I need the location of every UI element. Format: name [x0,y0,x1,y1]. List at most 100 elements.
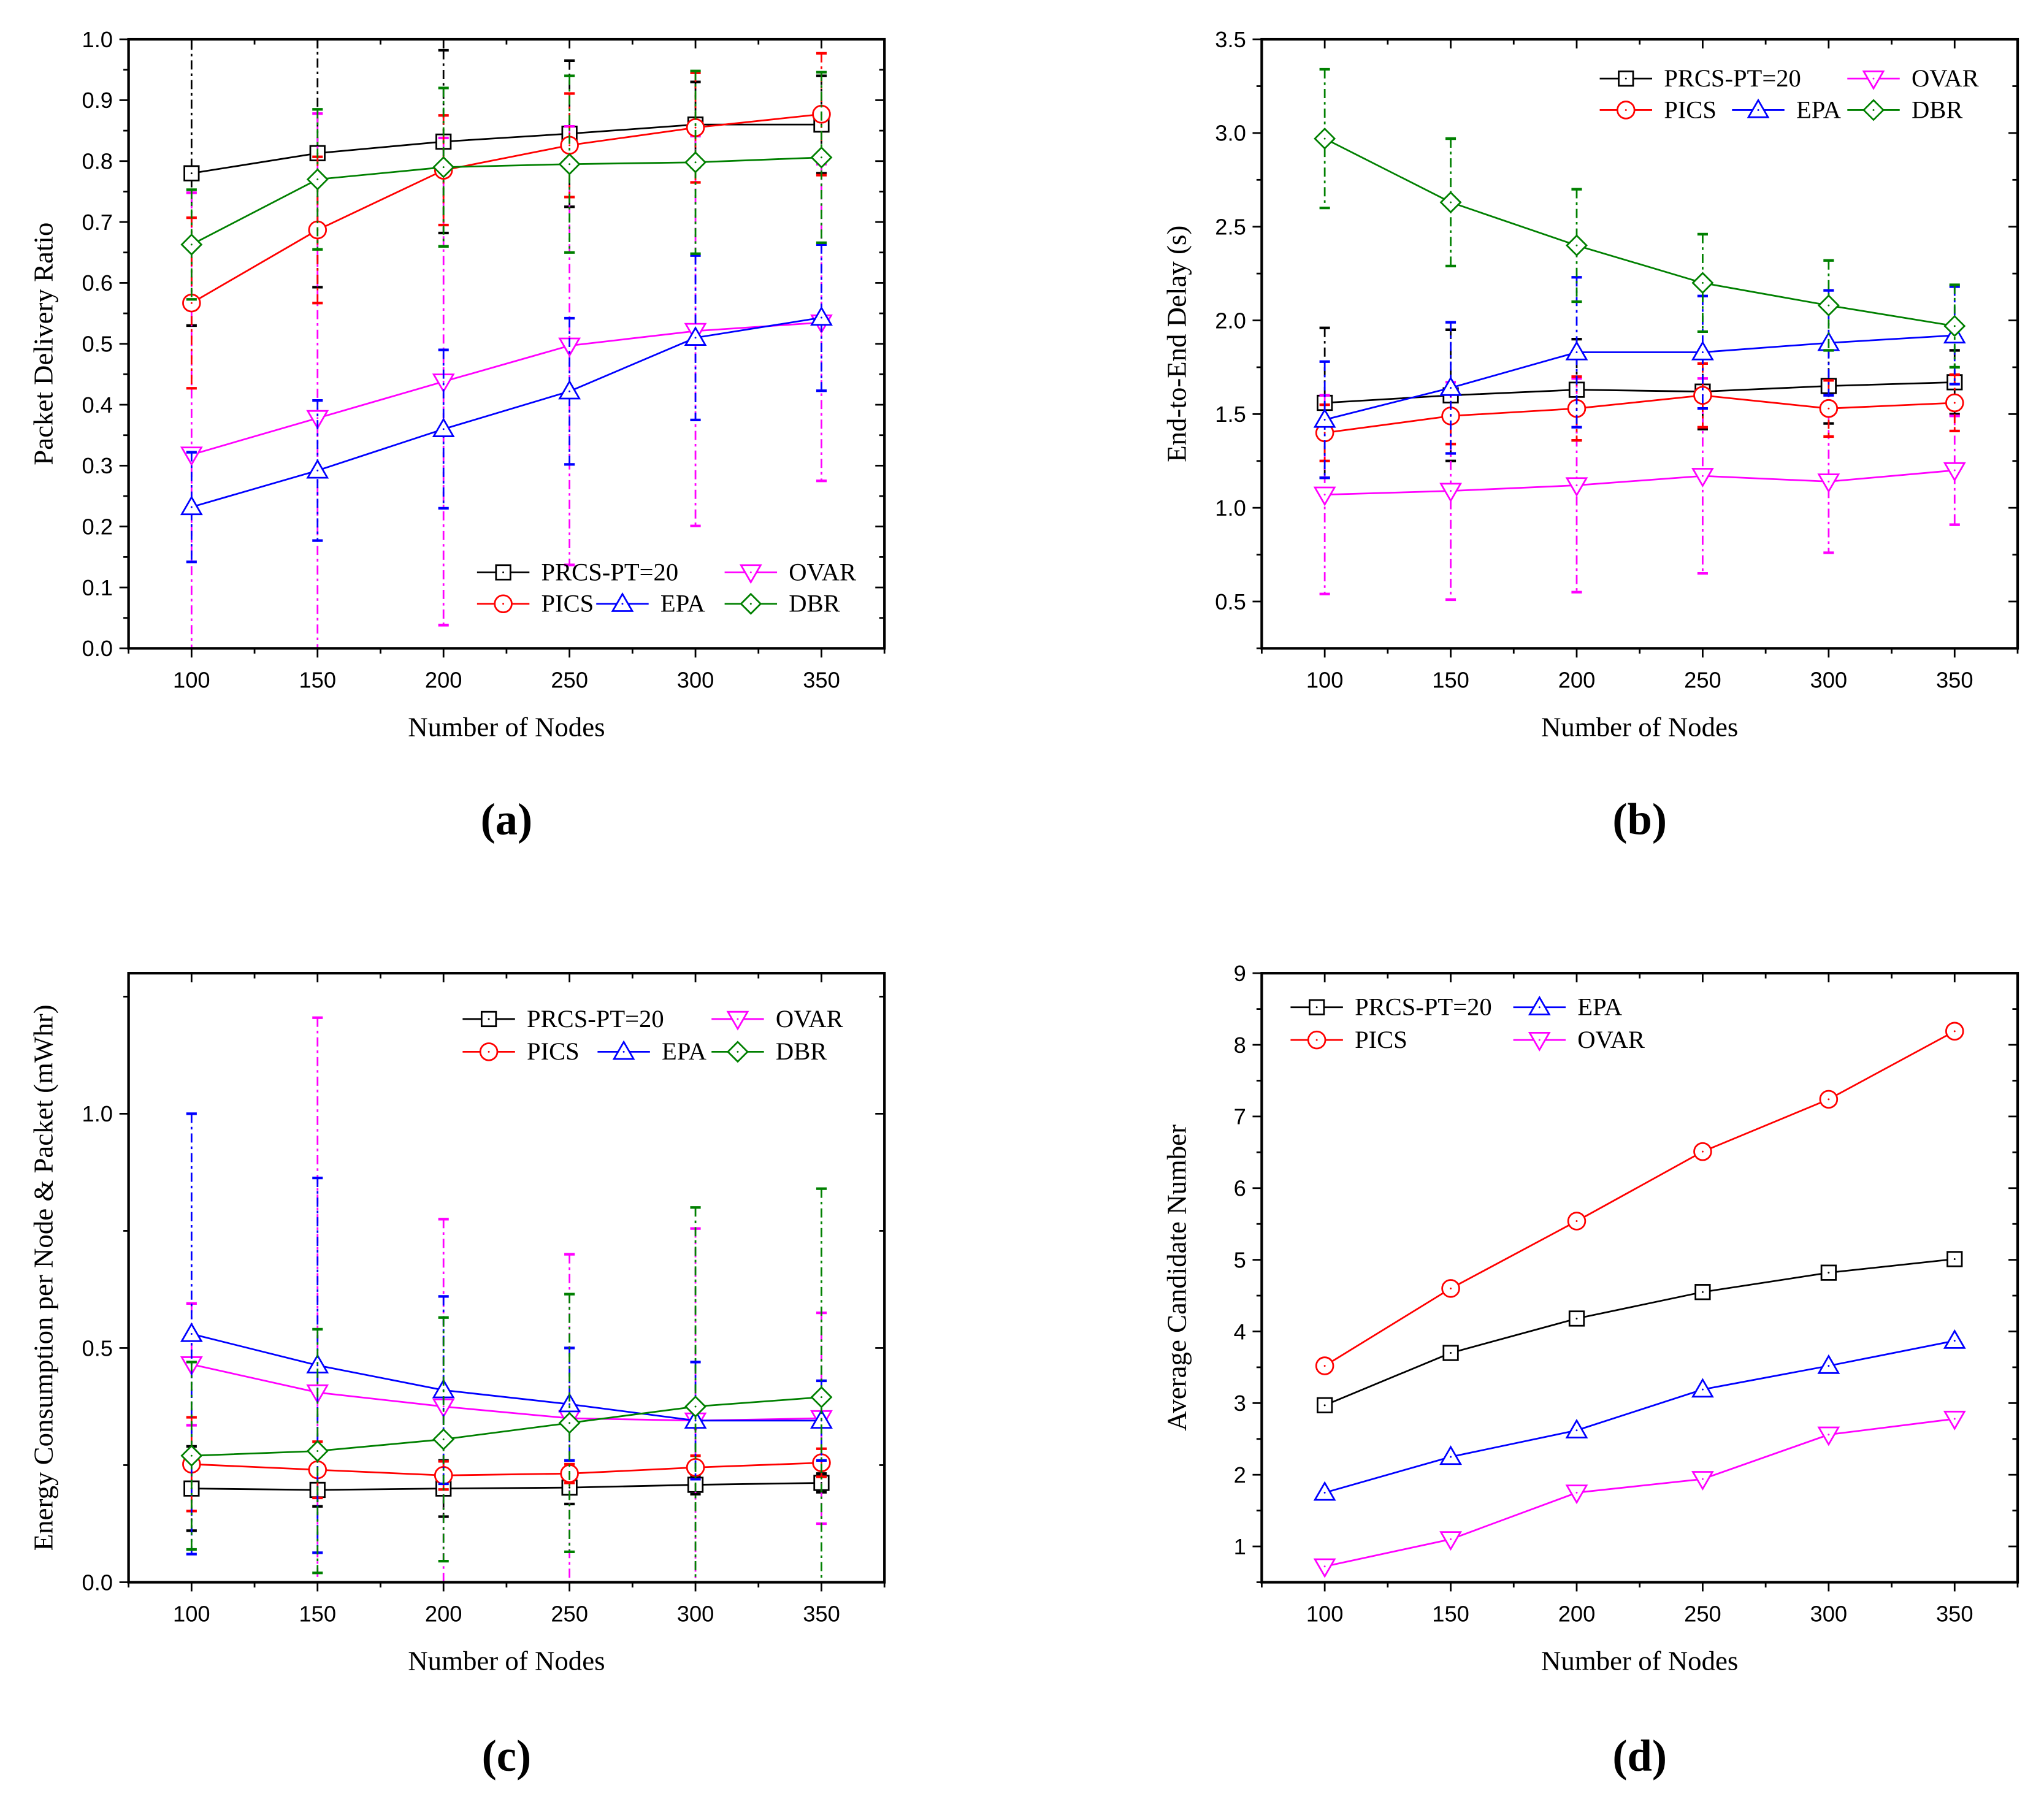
y-tick-label: 0.9 [82,88,113,113]
series-line [191,1363,822,1422]
y-tick-label: 8 [1234,1033,1246,1058]
y-tick-label: 2.0 [1215,308,1246,333]
legend-label: OVAR [776,1005,843,1033]
series-line [1324,1030,1955,1367]
marker-center-dot [442,380,445,383]
marker-center-dot [1872,77,1875,80]
series-line [1324,334,1955,421]
series-line [1325,469,1955,496]
x-tick-label: 250 [1684,667,1721,692]
marker-center-dot [1450,490,1452,492]
x-tick-label: 250 [551,667,588,692]
legend-label: PICS [1664,96,1717,123]
data-point [1817,473,1840,494]
marker-center-dot [316,178,319,181]
legend-marker [612,1040,635,1060]
y-tick-label: 0.2 [82,514,113,540]
marker-center-dot [1701,1478,1704,1480]
marker-center-dot [1450,387,1452,389]
legend-label: PRCS-PT=20 [542,558,679,586]
marker-center-dot [820,1396,822,1399]
legend-label: OVAR [1577,1026,1645,1053]
marker-center-dot [1828,480,1830,483]
plot-area [1313,1022,1966,1578]
data-point [1691,340,1714,361]
legend: PRCS-PT=20 OVAR PICS EPA DBR [1599,64,1979,123]
marker-center-dot [694,337,697,339]
legend-marker [739,564,762,584]
marker-center-dot [190,302,193,304]
marker-center-dot [1323,1365,1326,1367]
marker-center-dot [568,163,571,166]
plot-frame [127,972,886,1584]
marker-center-dot [1323,432,1326,434]
x-tick-label: 350 [1936,1602,1973,1627]
x-tick-label: 100 [173,1602,210,1627]
marker-center-dot [1953,469,1956,472]
marker-center-dot [1953,1030,1956,1033]
series-epa [1313,1329,1966,1501]
marker-center-dot [1701,1150,1704,1153]
x-tick-label: 100 [1306,667,1344,692]
panel-label: (d) [1612,1731,1667,1781]
legend-label: DBR [776,1037,827,1065]
marker-center-dot [442,1438,445,1440]
marker-center-dot [316,417,319,419]
x-tick-label: 300 [677,1602,714,1627]
plot-area [1313,67,1966,602]
legend-entry: DBR [711,1037,827,1065]
data-point [1817,1426,1840,1446]
marker-center-dot [749,571,752,574]
marker-center-dot [1575,1317,1578,1320]
marker-center-dot [1450,1456,1452,1458]
legend-entry: OVAR [1513,1026,1645,1053]
x-axis-label: Number of Nodes [1541,1646,1738,1676]
plot-frame [1260,37,2019,650]
marker-center-dot [1625,109,1627,111]
marker-center-dot [1450,1538,1452,1540]
y-tick-label: 0.8 [82,149,113,174]
marker-center-dot [820,316,822,319]
x-tick-label: 200 [1558,667,1596,692]
data-point [180,495,203,516]
legend-entry: PRCS-PT=20 [462,1005,664,1033]
y-tick-label: 2.5 [1215,215,1246,240]
y-tick-label: 5 [1234,1247,1246,1272]
legend-entry: DBR [1847,96,1962,123]
y-tick-label: 1.0 [1215,495,1246,521]
marker-center-dot [820,156,822,159]
legend-entry: EPA [596,590,705,617]
marker-center-dot [1701,1388,1704,1391]
legend-entry: DBR [724,590,840,617]
series-line [191,316,822,508]
legend-entry: OVAR [724,558,856,586]
series-line [191,1482,822,1491]
marker-center-dot [1828,1434,1830,1436]
legend-entry: OVAR [1847,64,1979,92]
y-tick-label: 0.4 [82,392,113,418]
panel-label: (c) [482,1731,532,1781]
legend: PRCS-PT=20 OVAR PICS EPA DBR [462,1005,843,1065]
data-point [1691,1378,1714,1398]
data-point [180,1322,203,1342]
y-tick-label: 0.3 [82,453,113,478]
series-prcs-pt-20 [1316,1251,1963,1413]
data-point [1313,486,1336,506]
marker-center-dot [1323,1404,1326,1407]
x-axis-label: Number of Nodes [408,712,605,743]
series-line [1324,137,1955,327]
marker-center-dot [1315,1006,1318,1009]
marker-center-dot [568,1403,571,1405]
y-tick-label: 0.7 [82,210,113,235]
x-tick-label: 150 [1432,667,1469,692]
data-point [1439,1445,1462,1465]
legend-label: DBR [1912,96,1962,123]
data-point [432,418,455,437]
data-point [1565,1418,1588,1438]
marker-center-dot [190,506,193,508]
series-dbr [1314,67,1966,369]
legend-entry: PICS [1599,96,1717,123]
legend-label: EPA [660,590,705,617]
marker-center-dot [1323,137,1326,140]
